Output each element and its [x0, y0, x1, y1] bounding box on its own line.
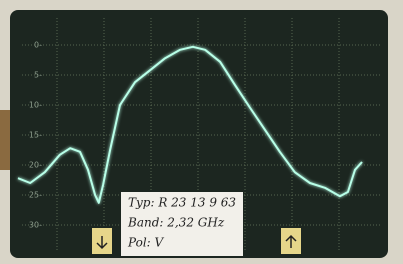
- y-tick-label: 5-: [34, 71, 42, 80]
- scope-photo: 0- 5- 10- 15- 20- 25- 30- Typ: R 23 13 9 63 Ba…: [0, 0, 403, 264]
- annotation: Typ: R 23 13 9 63: [128, 196, 236, 210]
- y-tick-label: 0-: [34, 41, 42, 50]
- annotation: Pol: V: [127, 236, 165, 250]
- annotation: Band: 2,32 GHz: [127, 216, 225, 230]
- y-tick-label: 15-: [29, 131, 42, 140]
- y-tick-label: 20-: [29, 161, 42, 170]
- y-tick-label: 30-: [29, 221, 42, 230]
- y-tick-label: 25-: [29, 191, 42, 200]
- y-tick-label: 10-: [29, 101, 42, 110]
